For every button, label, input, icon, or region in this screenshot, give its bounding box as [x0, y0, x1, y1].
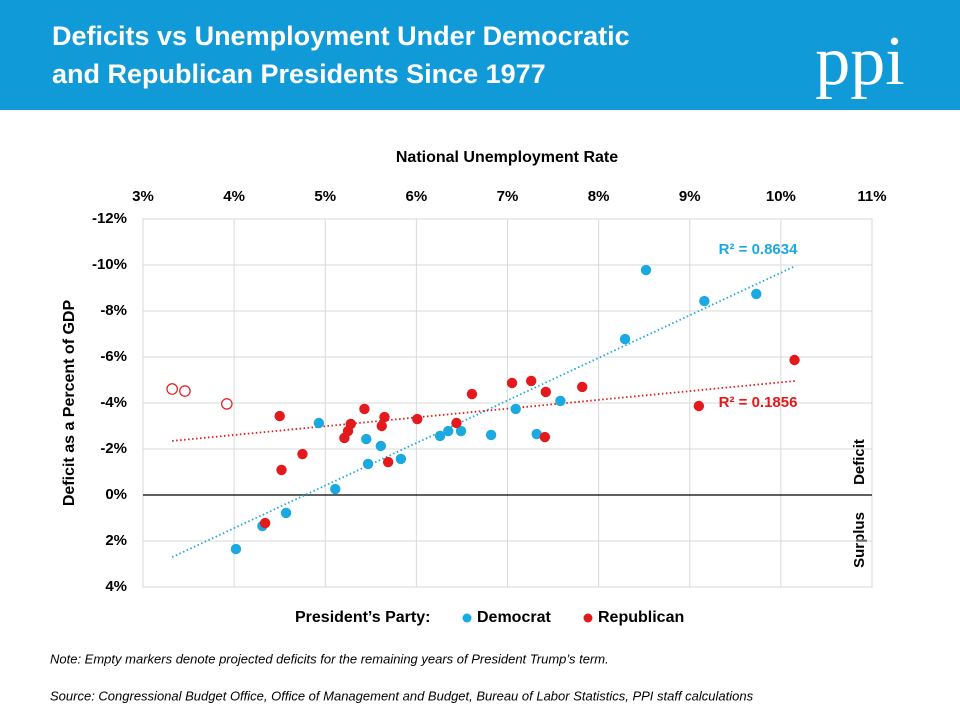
- projected-point: [221, 398, 233, 410]
- point: [361, 433, 372, 445]
- header-band: [0, 0, 960, 110]
- trendline: [171, 265, 796, 558]
- legend-marker: [462, 613, 472, 623]
- r-squared-label: R² = 0.1856: [719, 394, 798, 411]
- legend-label: Republican: [598, 609, 684, 626]
- point: [531, 428, 542, 440]
- y-tick-label: -12%: [92, 210, 127, 227]
- note: Note: Empty markers denote projected def…: [50, 651, 609, 666]
- point: [751, 288, 762, 300]
- point: [434, 430, 446, 442]
- point: [412, 413, 423, 425]
- y-tick-label: -6%: [100, 348, 127, 365]
- point: [280, 507, 292, 519]
- trendline: [172, 380, 796, 442]
- x-tick-label: 6%: [406, 188, 428, 205]
- legend-marker: [583, 613, 593, 623]
- point: [259, 517, 271, 529]
- point: [297, 448, 308, 460]
- point: [506, 377, 518, 389]
- r-squared-label: R² = 0.8634: [719, 241, 798, 258]
- point: [693, 400, 705, 412]
- point: [276, 464, 287, 476]
- point: [379, 411, 390, 423]
- surplus-label: Surplus: [851, 512, 868, 568]
- point: [230, 543, 242, 555]
- x-tick-label: 11%: [857, 188, 886, 205]
- point: [466, 388, 478, 400]
- point: [455, 425, 467, 437]
- point: [362, 458, 374, 470]
- point: [451, 417, 462, 429]
- point: [640, 264, 652, 276]
- point: [345, 418, 356, 430]
- x-axis-label: National Unemployment Rate: [396, 149, 618, 166]
- y-tick-label: 4%: [105, 578, 127, 595]
- x-tick-label: 9%: [679, 188, 701, 205]
- point: [577, 381, 588, 393]
- point: [376, 420, 387, 432]
- y-tick-label: -8%: [100, 302, 127, 319]
- x-tick-label: 3%: [132, 188, 154, 205]
- point: [555, 395, 566, 407]
- point: [510, 403, 521, 415]
- point: [313, 417, 325, 429]
- x-tick-label: 10%: [766, 188, 796, 205]
- y-tick-label: 2%: [105, 532, 127, 549]
- projected-point: [166, 383, 178, 395]
- x-tick-label: 4%: [223, 188, 245, 205]
- point: [395, 453, 407, 465]
- point: [699, 295, 710, 307]
- point: [789, 354, 800, 366]
- y-axis-label: Deficit as a Percent of GDP: [61, 300, 78, 507]
- point: [382, 456, 394, 468]
- projected-point: [179, 385, 191, 397]
- title-line: Deficits vs Unemployment Under Democrati…: [52, 21, 630, 51]
- x-tick-label: 7%: [497, 188, 519, 205]
- point: [330, 483, 341, 495]
- point: [359, 403, 370, 415]
- title-line: and Republican Presidents Since 1977: [52, 59, 546, 89]
- point: [540, 386, 551, 398]
- logo: ppi: [815, 23, 904, 100]
- deficit-label: Deficit: [851, 439, 868, 485]
- point: [485, 429, 497, 441]
- x-tick-label: 5%: [314, 188, 336, 205]
- legend-title: President’s Party:: [295, 609, 430, 626]
- y-tick-label: -10%: [92, 256, 127, 273]
- point: [525, 375, 537, 387]
- point: [443, 425, 454, 437]
- y-tick-label: -4%: [100, 394, 127, 411]
- legend-label: Democrat: [477, 609, 551, 626]
- y-tick-label: -2%: [100, 440, 127, 457]
- x-tick-label: 8%: [588, 188, 610, 205]
- point: [274, 410, 285, 422]
- point: [375, 440, 387, 452]
- source: Source: Congressional Budget Office, Off…: [50, 688, 754, 703]
- y-tick-label: 0%: [105, 486, 127, 503]
- point: [619, 333, 631, 345]
- point: [539, 431, 551, 443]
